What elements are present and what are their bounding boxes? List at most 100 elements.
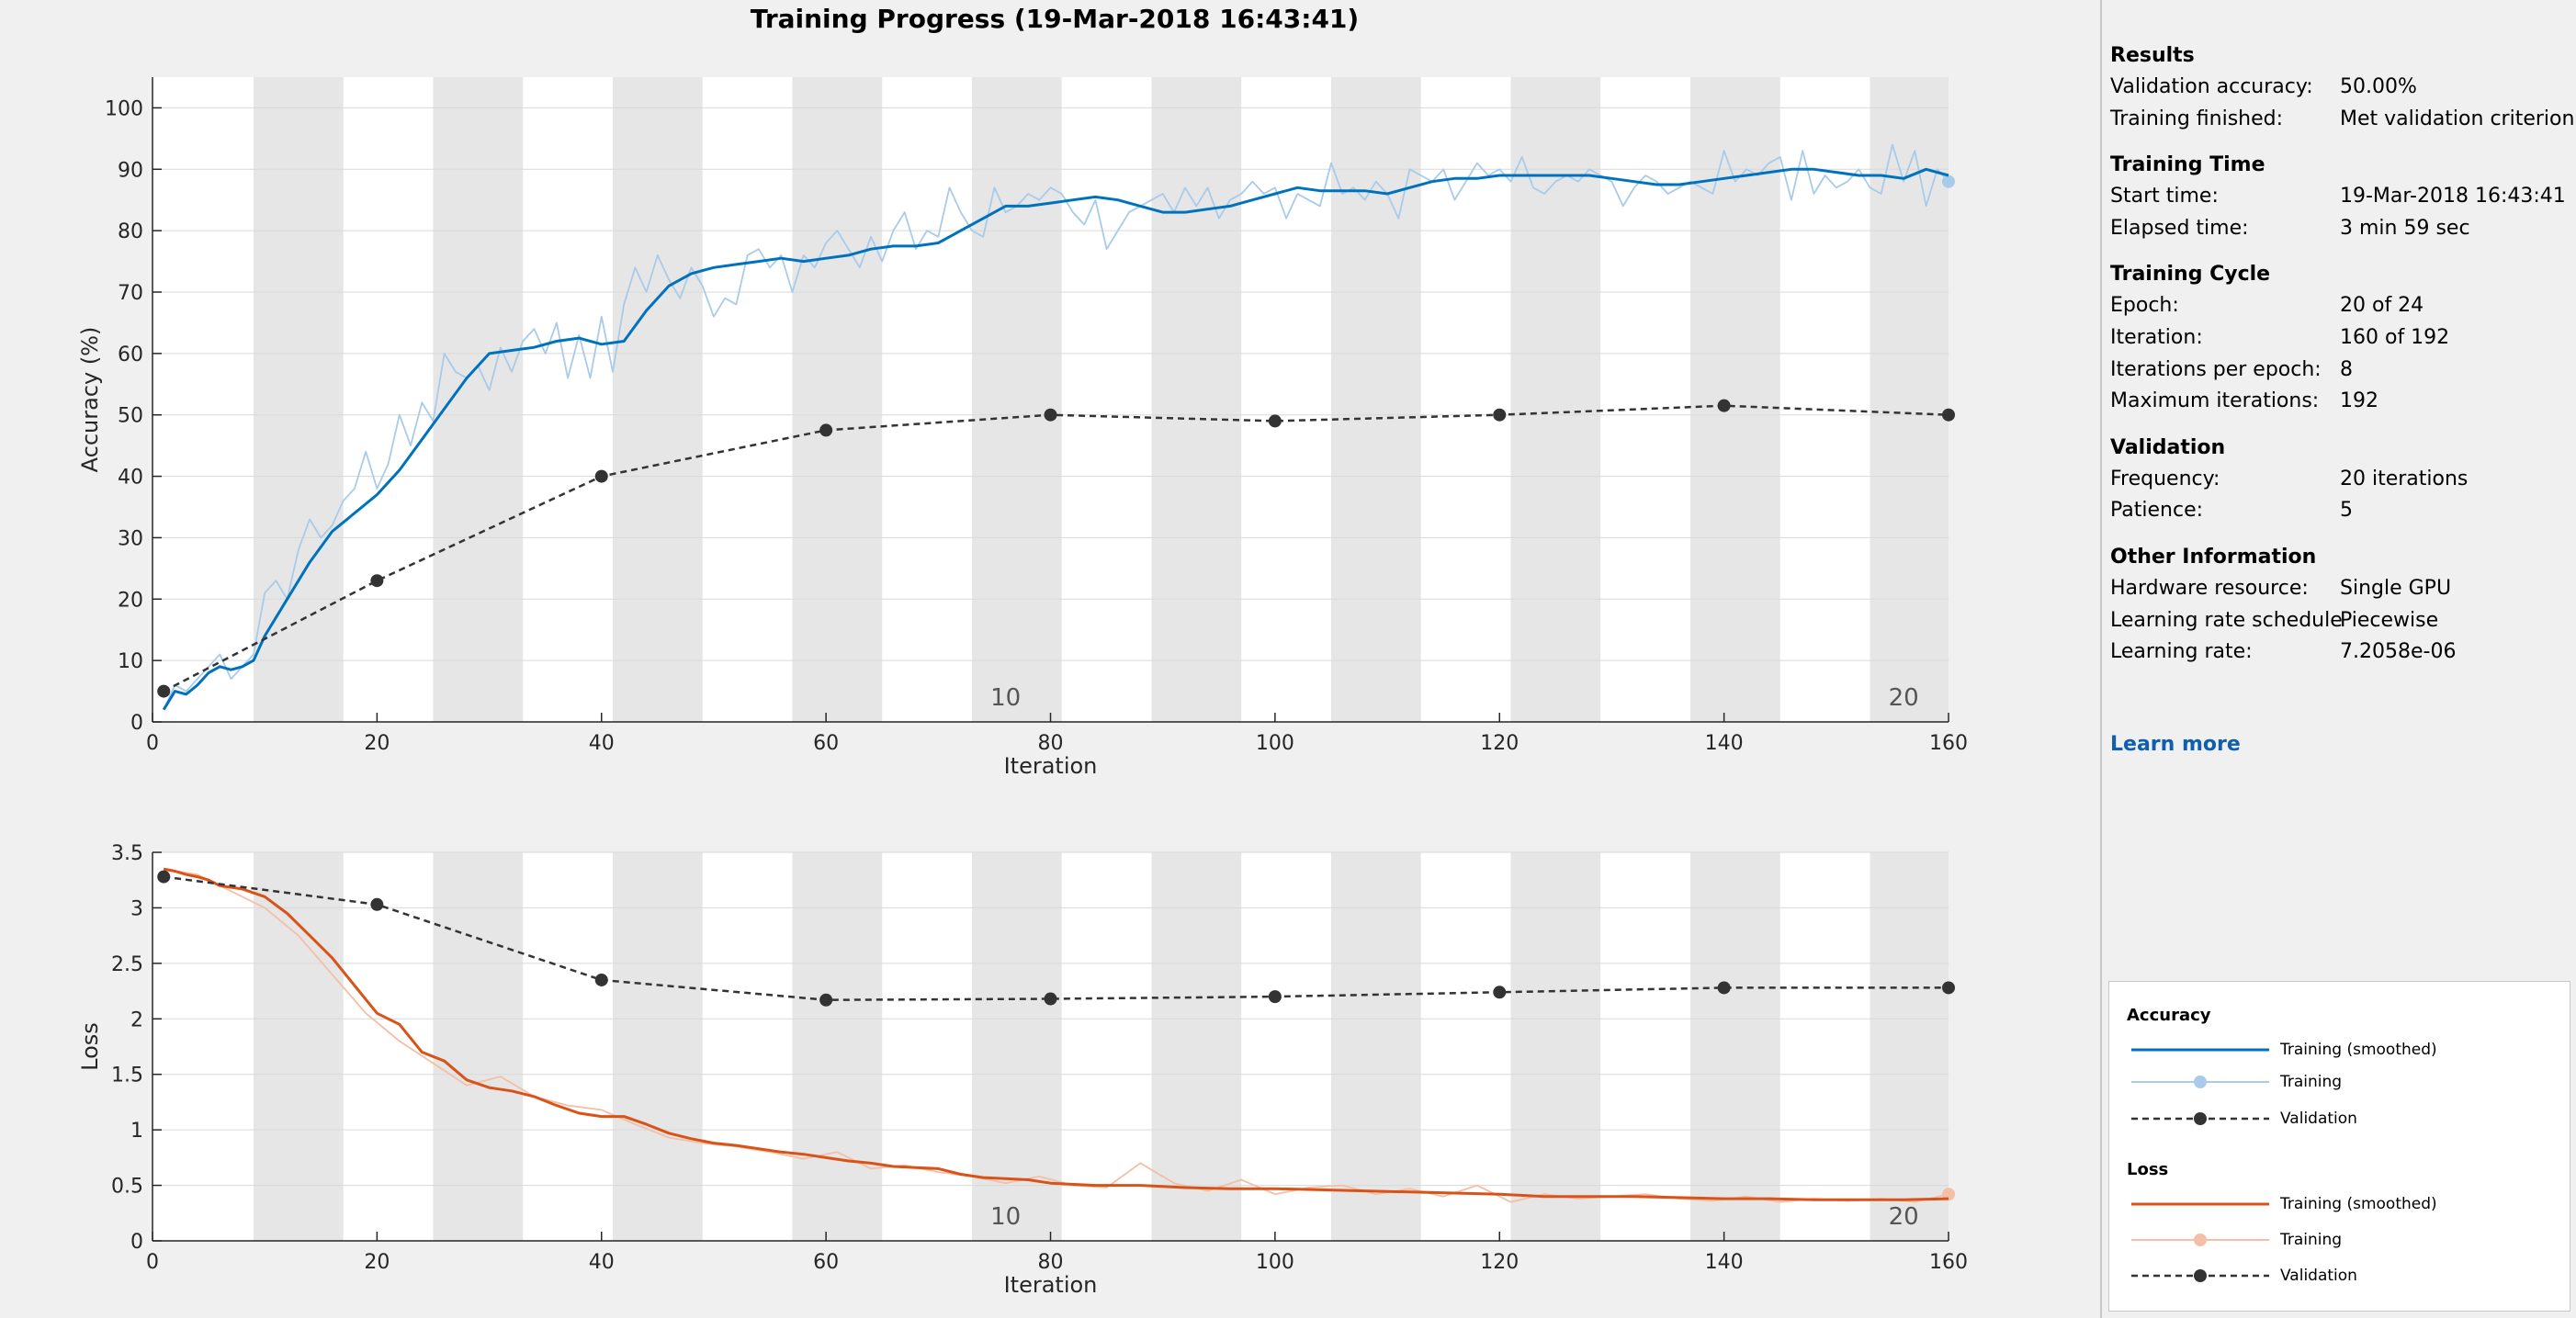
loss-validation-point xyxy=(370,897,384,911)
training-progress-charts: Training Progress (19-Mar-2018 16:43:41)… xyxy=(77,4,1968,1298)
info-row: Epoch: 20 of 24 xyxy=(2110,290,2570,322)
info-key: Maximum iterations: xyxy=(2110,389,2320,413)
accuracy-y-tick-label: 10 xyxy=(118,650,143,673)
accuracy-x-tick-label: 60 xyxy=(813,732,839,755)
legend-label: Validation xyxy=(2280,1267,2357,1285)
info-key: Frequency: xyxy=(2110,467,2220,490)
accuracy-y-tick-label: 20 xyxy=(118,589,143,612)
loss-epoch-band xyxy=(792,852,883,1241)
loss-epoch-band xyxy=(1151,852,1242,1241)
loss-x-tick-label: 120 xyxy=(1480,1251,1519,1274)
legend-line-acc-smoothed xyxy=(2131,1048,2269,1052)
info-key: Patience: xyxy=(2110,499,2204,523)
accuracy-y-tick-label: 0 xyxy=(130,712,143,735)
accuracy-epoch-band xyxy=(612,77,703,722)
legend-line-acc-training xyxy=(2131,1076,2269,1088)
legend-label: Training xyxy=(2280,1231,2343,1249)
loss-epoch-label: 20 xyxy=(1889,1203,1919,1231)
accuracy-validation-point xyxy=(1044,408,1057,422)
loss-x-tick-label: 60 xyxy=(813,1251,839,1274)
loss-y-tick-label: 1 xyxy=(130,1120,143,1143)
info-value: 5 xyxy=(2340,499,2353,523)
accuracy-y-tick-label: 70 xyxy=(118,282,143,305)
loss-y-tick-label: 0.5 xyxy=(111,1176,143,1199)
loss-y-tick-label: 2.5 xyxy=(111,953,143,976)
loss-epoch-band xyxy=(1689,852,1780,1241)
accuracy-y-tick-label: 40 xyxy=(118,467,143,490)
info-value: 192 xyxy=(2340,389,2378,413)
accuracy-x-tick-label: 40 xyxy=(589,732,615,755)
training-info: Results Validation accuracy: 50.00% Trainin… xyxy=(2110,40,2574,669)
loss-y-tick-label: 1.5 xyxy=(111,1065,143,1087)
accuracy-x-tick-label: 120 xyxy=(1480,732,1519,755)
accuracy-series-training-smoothed xyxy=(162,167,1949,711)
loss-axes: 0 20 40 60 80 100 120 140 160 0 0.5 1 1.5 2 2.5 3 3.5 Ite… xyxy=(77,842,1968,1298)
legend-label: Training xyxy=(2280,1073,2343,1091)
info-row: Elapsed time: 3 min 59 sec xyxy=(2110,213,2570,245)
info-row: Learning rate: 7.2058e-06 xyxy=(2110,636,2570,669)
info-key: Epoch: xyxy=(2110,294,2179,318)
accuracy-epoch-band xyxy=(1151,77,1242,722)
accuracy-axes: 0 20 40 60 80 100 120 140 160 0 10 20 30 40 50 60 70 80 90… xyxy=(77,77,1968,779)
info-value: 19-Mar-2018 16:43:41 xyxy=(2340,185,2566,208)
accuracy-y-tick-label: 100 xyxy=(105,97,143,120)
loss-validation-point xyxy=(819,993,833,1007)
section-title: Validation xyxy=(2110,435,2226,459)
accuracy-validation-point xyxy=(819,423,833,437)
accuracy-validation-point xyxy=(1717,399,1731,412)
loss-series-training xyxy=(164,868,1949,1203)
section-title: Training Time xyxy=(2110,153,2265,177)
loss-validation-point xyxy=(157,870,171,884)
info-value: 160 of 192 xyxy=(2340,325,2450,349)
info-key: Iteration: xyxy=(2110,325,2203,349)
info-value: 8 xyxy=(2340,357,2353,381)
info-value: 7.2058e-06 xyxy=(2340,640,2457,664)
legend-line-acc-validation xyxy=(2131,1112,2269,1125)
accuracy-y-tick-label: 60 xyxy=(118,344,143,366)
info-side-panel: Results Validation accuracy: 50.00% Trainin… xyxy=(2100,0,2576,1318)
accuracy-y-tick-label: 50 xyxy=(118,405,143,428)
info-value: Single GPU xyxy=(2340,576,2452,600)
legend-item-acc-validation: Validation xyxy=(2131,1103,2357,1134)
loss-epoch-band xyxy=(1330,852,1421,1241)
loss-x-tick-label: 160 xyxy=(1929,1251,1968,1274)
accuracy-epoch-band xyxy=(792,77,883,722)
accuracy-x-tick-label: 20 xyxy=(364,732,390,755)
section-title: Other Information xyxy=(2110,545,2317,569)
loss-validation-point xyxy=(1717,981,1731,995)
accuracy-series-training xyxy=(163,143,1949,710)
info-value: 3 min 59 sec xyxy=(2340,216,2470,240)
accuracy-epoch-band xyxy=(971,77,1062,722)
loss-validation-point xyxy=(594,973,608,986)
info-value: 20 of 24 xyxy=(2340,294,2424,318)
info-key: Hardware resource: xyxy=(2110,576,2309,600)
accuracy-y-tick-label: 90 xyxy=(118,159,143,182)
loss-x-axis-label: Iteration xyxy=(1004,1272,1098,1298)
section-title: Results xyxy=(2110,44,2195,67)
accuracy-training-endpoint xyxy=(1942,175,1955,188)
info-row: Training finished: Met validation criteri… xyxy=(2110,104,2574,136)
accuracy-epoch-band xyxy=(1330,77,1421,722)
loss-validation-point xyxy=(1942,981,1955,995)
legend-item-loss-smoothed: Training (smoothed) xyxy=(2131,1188,2437,1220)
loss-series-training-smoothed xyxy=(163,867,1949,1201)
accuracy-x-tick-label: 80 xyxy=(1038,732,1064,755)
accuracy-x-tick-label: 100 xyxy=(1256,732,1294,755)
loss-epoch-band xyxy=(612,852,703,1241)
loss-y-tick-label: 3.5 xyxy=(111,842,143,865)
accuracy-x-axis-label: Iteration xyxy=(1004,753,1098,779)
info-row: Validation accuracy: 50.00% xyxy=(2110,72,2570,104)
loss-validation-point xyxy=(1044,992,1057,1006)
loss-y-tick-label: 3 xyxy=(130,897,143,920)
accuracy-x-tick-label: 160 xyxy=(1929,732,1968,755)
info-row: Patience: 5 xyxy=(2110,495,2570,527)
learn-more-link[interactable]: Learn more xyxy=(2110,733,2241,756)
legend-line-loss-training xyxy=(2131,1234,2269,1246)
accuracy-validation-point xyxy=(1268,414,1282,428)
loss-x-tick-label: 0 xyxy=(146,1251,159,1274)
info-key: Elapsed time: xyxy=(2110,216,2249,240)
accuracy-x-tick-label: 140 xyxy=(1705,732,1744,755)
accuracy-validation-point xyxy=(1493,408,1507,422)
section-title: Training Cycle xyxy=(2110,263,2271,287)
loss-y-tick-label: 2 xyxy=(130,1008,143,1031)
